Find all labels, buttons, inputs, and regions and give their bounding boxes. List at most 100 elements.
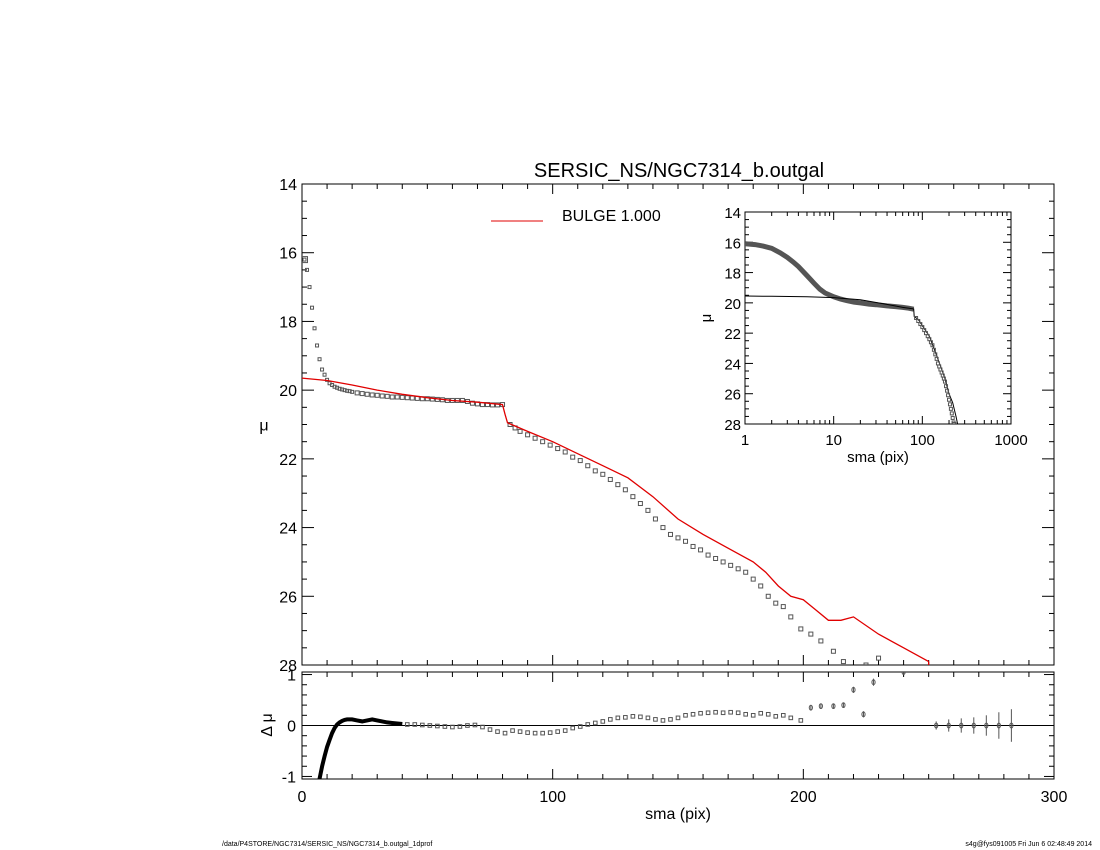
data-point: [698, 547, 704, 553]
residual-point: [472, 722, 478, 728]
residual-point: [653, 717, 658, 722]
data-point: [409, 395, 415, 401]
inset-y-tick-label: 22: [724, 326, 741, 343]
inset-x-tick-label: 1: [741, 432, 749, 449]
data-point: [312, 326, 317, 331]
data-point: [607, 476, 613, 482]
residual-point: [555, 729, 560, 734]
data-point: [350, 389, 355, 394]
residual-point: [675, 715, 681, 721]
residual-point: [645, 715, 651, 721]
y-tick-label: 26: [279, 589, 297, 606]
data-point: [765, 593, 771, 599]
y-axis-label: μ: [259, 418, 268, 435]
data-point: [818, 638, 824, 644]
residual-point: [690, 711, 696, 717]
residual-point: [592, 720, 598, 726]
inset-data-point: [947, 402, 952, 407]
inset-data-point: [948, 406, 953, 411]
residual-point: [608, 717, 613, 722]
inset-y-tick-label: 28: [724, 417, 741, 434]
residual-point: [788, 715, 794, 721]
data-point: [652, 516, 658, 522]
data-point: [359, 391, 365, 397]
residual-point: [600, 719, 606, 724]
residual-point: [660, 718, 666, 723]
residual-point: [630, 714, 636, 719]
data-point: [743, 569, 749, 575]
data-point: [562, 449, 568, 455]
residual-plot-area: [317, 672, 1014, 779]
data-point: [540, 439, 546, 445]
data-point: [555, 446, 561, 452]
data-point: [585, 463, 591, 469]
residual-point: [901, 672, 906, 675]
residual-point: [861, 711, 866, 718]
residual-point: [808, 704, 813, 711]
data-point: [490, 402, 496, 408]
main-plot-area: [302, 256, 930, 665]
y-axis-label: Δ μ: [259, 713, 276, 736]
data-point: [622, 487, 628, 493]
inset-data-point: [916, 319, 921, 324]
footer-file-path: /data/P4STORE/NGC7314/SERSIC_NS/NGC7314_…: [222, 841, 433, 848]
residual-point: [570, 725, 576, 731]
inset-y-tick-label: 26: [724, 387, 741, 404]
y-tick-label: -1: [282, 769, 296, 786]
y-tick-label: 24: [279, 521, 297, 538]
data-point: [394, 394, 400, 400]
data-point: [798, 626, 804, 632]
data-point: [354, 390, 360, 396]
data-point: [517, 428, 523, 434]
residual-point: [577, 724, 583, 729]
residual-point: [450, 724, 455, 730]
data-point: [315, 343, 320, 348]
inset-data-point: [930, 343, 935, 348]
inset-data-point: [947, 397, 952, 402]
x-tick-label: 100: [539, 789, 566, 806]
data-point: [404, 395, 410, 401]
residual-point: [623, 715, 628, 720]
data-point: [389, 394, 395, 400]
residual-point: [442, 724, 448, 729]
data-point: [630, 494, 636, 500]
data-point: [830, 648, 836, 654]
data-point: [547, 442, 553, 448]
y-tick-label: 14: [279, 177, 297, 194]
residual-point: [959, 722, 964, 729]
data-point: [705, 552, 711, 558]
model-line-bulge: [302, 377, 930, 663]
data-point: [320, 367, 325, 372]
data-point: [322, 372, 327, 377]
data-point: [675, 535, 681, 541]
inset-data-point: [950, 415, 955, 420]
inset-x-tick-label: 10: [825, 432, 842, 449]
data-point: [369, 392, 375, 398]
data-point: [570, 454, 576, 460]
inset-x-tick-label: 100: [910, 432, 935, 449]
residual-point: [934, 722, 939, 729]
residual-point: [984, 722, 989, 729]
residual-point: [585, 722, 591, 727]
chart-title: SERSIC_NS/NGC7314_b.outgal: [534, 160, 824, 182]
residual-point: [713, 709, 718, 715]
data-point: [728, 562, 734, 568]
data-point: [577, 458, 583, 464]
data-point: [758, 583, 764, 589]
data-point: [302, 257, 307, 262]
inset-data-point: [952, 422, 957, 424]
residual-point: [720, 710, 726, 716]
data-point: [525, 432, 531, 438]
data-point: [645, 507, 651, 513]
data-point: [667, 531, 673, 537]
main-panel: 14 16 18 20 22 24 26 28 μ BULGE 1.000: [259, 177, 1055, 675]
inset-y-tick-label: 24: [724, 356, 741, 373]
residual-point: [773, 714, 779, 719]
data-point: [379, 393, 385, 399]
residual-point: [435, 723, 440, 729]
residual-point: [1009, 722, 1014, 729]
data-point: [735, 566, 741, 572]
residual-point: [404, 722, 410, 727]
inset-x-tick-label: 1000: [994, 432, 1027, 449]
residual-point: [510, 728, 515, 733]
